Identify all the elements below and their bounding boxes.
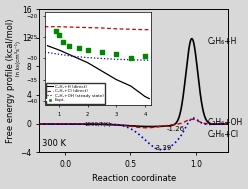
Text: -1.26: -1.26 <box>167 126 185 132</box>
Text: C₂H₆+Cl: C₂H₆+Cl <box>208 130 239 139</box>
Text: C₂H₆+OH: C₂H₆+OH <box>208 118 243 127</box>
Text: C₂H₆+H: C₂H₆+H <box>208 37 237 46</box>
Text: -3.39: -3.39 <box>154 145 172 151</box>
Text: 300 K: 300 K <box>42 139 66 148</box>
Y-axis label: Free energy profile (kcal/mol): Free energy profile (kcal/mol) <box>5 18 15 143</box>
X-axis label: Reaction coordinate: Reaction coordinate <box>92 174 176 184</box>
